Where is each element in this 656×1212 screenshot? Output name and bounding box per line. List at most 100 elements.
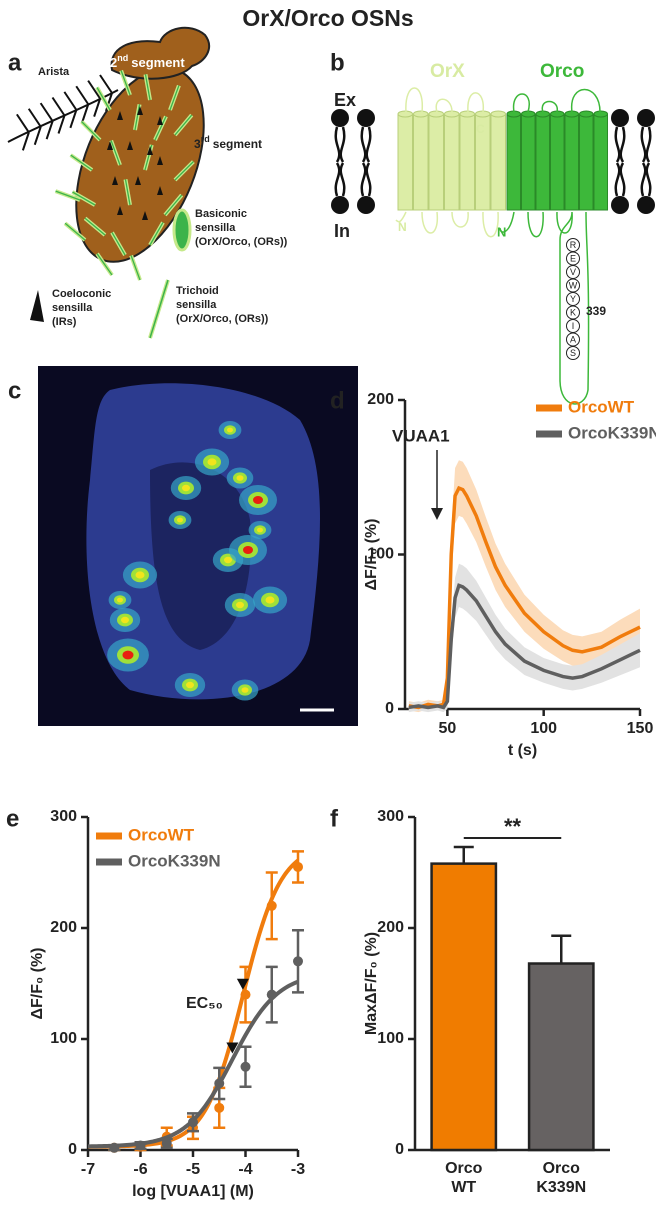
y-tick-label: 0 — [385, 700, 394, 717]
orx-c-label: C — [476, 122, 485, 136]
helix-top — [490, 110, 506, 118]
coeloconic-sensillum — [142, 211, 148, 220]
label-part: 3 — [194, 137, 201, 151]
arista-branch — [33, 126, 42, 146]
coeloconic-sensillum — [117, 206, 123, 215]
coeloconic-label: sensilla — [52, 302, 93, 314]
cell-core — [177, 517, 183, 523]
helix — [413, 113, 429, 211]
residue-label: E — [570, 253, 576, 263]
cell-core — [224, 556, 232, 564]
coeloconic-sensillum — [135, 176, 141, 185]
cell-core — [265, 596, 275, 604]
helix — [550, 113, 565, 211]
sensillum — [81, 121, 101, 141]
legend-label: OrcoK339N — [568, 423, 656, 442]
bar — [527, 962, 595, 1152]
arista-drawing — [7, 74, 119, 151]
arista-branch — [51, 96, 66, 117]
residue-label: V — [570, 267, 576, 277]
y-tick-label: 0 — [68, 1141, 77, 1158]
y-tick-label: 0 — [395, 1141, 404, 1158]
legend-label: OrcoK339N — [128, 851, 221, 870]
arista-branch — [45, 120, 54, 140]
lipid-head — [637, 109, 655, 127]
arista-shaft — [7, 89, 119, 143]
sensillum — [96, 87, 111, 111]
sensillum — [110, 140, 121, 166]
data-point — [293, 861, 303, 872]
basiconic-label: sensilla — [195, 222, 236, 234]
helix — [490, 113, 506, 211]
second-segment — [110, 26, 211, 80]
x-tick-label: -5 — [186, 1161, 200, 1178]
sensillum — [96, 253, 113, 276]
helix — [428, 113, 444, 211]
coeloconic-sensillum — [157, 116, 163, 125]
cell-core — [182, 484, 190, 492]
x-tick-label: 100 — [530, 720, 557, 737]
trichoid-label: Trichoid — [176, 285, 219, 297]
arrow-head — [431, 508, 443, 520]
helix — [444, 113, 460, 211]
data-point — [266, 989, 277, 1000]
data-point — [135, 1140, 146, 1151]
cell-core — [241, 687, 249, 693]
residue — [566, 346, 580, 360]
x-tick-label: -6 — [133, 1161, 147, 1178]
arista-branch — [87, 80, 101, 100]
cell-core — [135, 571, 145, 579]
series-line — [408, 485, 641, 710]
lipid-tail — [640, 126, 652, 197]
coeloconic-sensillum — [137, 106, 143, 115]
label-part: segment — [131, 55, 185, 70]
y-axis-title: ΔF/F₀ (%) — [363, 518, 380, 590]
cell-core — [243, 546, 253, 554]
trichoid-label: (OrX/Orco, (ORs)) — [176, 313, 269, 325]
lipid-head — [611, 109, 629, 127]
sensillum — [55, 190, 81, 201]
sensillum — [149, 222, 164, 246]
basiconic-label: Basiconic — [195, 208, 247, 220]
error-bar — [453, 845, 474, 864]
arista-branch — [69, 109, 78, 129]
sensillum — [124, 179, 131, 206]
arista-label: Arista — [38, 66, 70, 78]
residue-label: I — [572, 321, 575, 331]
y-tick-label: 300 — [377, 808, 404, 825]
x-tick-label: K339N — [536, 1179, 586, 1196]
y-axis-title: ΔF/F₀ (%) — [29, 947, 46, 1019]
coeloconic-icon — [30, 290, 44, 322]
sensillum — [169, 85, 180, 111]
annotation: VUAA1 — [392, 426, 450, 445]
cell-core — [121, 616, 129, 624]
data-point — [266, 900, 277, 911]
y-tick-label: 100 — [367, 546, 394, 563]
helix-top — [413, 110, 429, 118]
y-tick-label: 200 — [367, 391, 394, 408]
arista-branch — [21, 132, 30, 151]
in-label: In — [334, 221, 350, 241]
error-bar — [551, 934, 572, 964]
lipid-head — [611, 196, 629, 214]
arista-branch — [99, 74, 113, 94]
lipid-tail — [334, 126, 346, 197]
panel-c: c — [8, 366, 358, 726]
coeloconic-sensillum — [127, 141, 133, 150]
residue-label: Y — [570, 294, 576, 304]
label-part: nd — [117, 53, 128, 63]
helix — [521, 113, 536, 211]
orco-label: Orco — [540, 61, 584, 82]
sensillum — [144, 74, 151, 101]
data-point — [214, 1078, 225, 1089]
data-point — [188, 1117, 198, 1128]
x-axis-title: t (s) — [508, 742, 537, 759]
panel-letter: e — [6, 805, 19, 832]
data-point — [240, 1061, 251, 1072]
coeloconic-label: (IRs) — [52, 316, 77, 328]
y-tick-label: 100 — [50, 1030, 77, 1047]
cell-core — [186, 681, 194, 689]
